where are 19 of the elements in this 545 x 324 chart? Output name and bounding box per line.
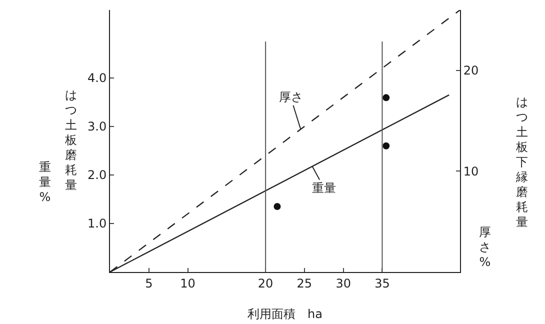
y-tick-label: 2.0 xyxy=(88,168,107,182)
y2-tick-label: 20 xyxy=(463,64,479,78)
text: 重量% xyxy=(38,160,52,205)
y2-tick-label: 10 xyxy=(463,164,479,178)
y-tick-label: 1.0 xyxy=(88,216,107,231)
y-tick-label: 4.0 xyxy=(88,71,107,86)
y-tick-label: 3.0 xyxy=(88,120,107,134)
x-tick-label: 20 xyxy=(258,276,274,290)
x-tick-label: 25 xyxy=(296,276,312,290)
x-axis-title: 利用面積 ha xyxy=(248,307,322,321)
y-axis-title: はつ土板磨耗量 xyxy=(64,88,78,193)
text: はつ土板下縁磨耗量 xyxy=(516,95,528,229)
x-tick-label: 10 xyxy=(180,276,196,290)
x-tick-label: 5 xyxy=(145,276,153,290)
x-tick-label: 30 xyxy=(336,276,351,290)
text: 厚さ% xyxy=(478,225,492,270)
annotation: 重量 xyxy=(312,181,336,195)
annotation: 厚さ xyxy=(279,90,303,104)
x-tick-label: 35 xyxy=(374,276,390,290)
